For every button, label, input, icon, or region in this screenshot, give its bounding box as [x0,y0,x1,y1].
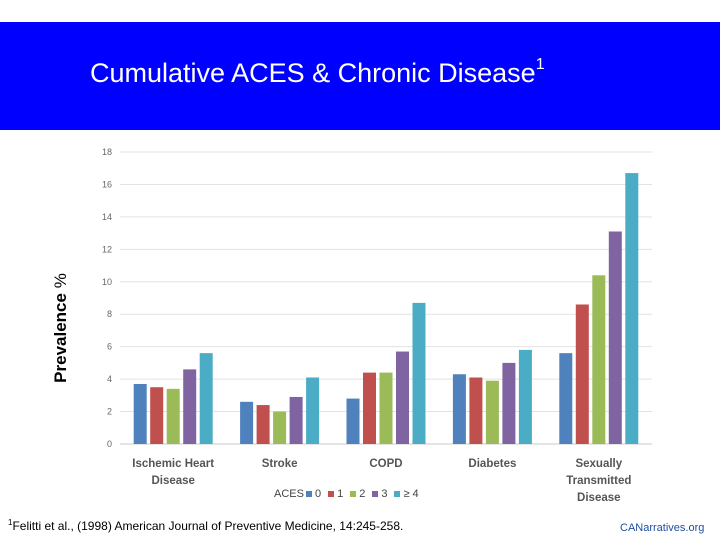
page-title-text: Cumulative ACES & Chronic Disease [90,58,536,88]
bar [452,374,466,444]
x-category-label: Ischemic Heart [132,458,214,470]
legend-items: 0 1 2 3 ≥ 4 [305,488,426,500]
legend-label: 1 [337,488,344,500]
bar [469,377,483,444]
y-tick-label: 18 [102,147,112,157]
y-tick-label: 4 [107,374,112,384]
bar [346,398,360,444]
legend-swatch [372,491,379,497]
legend-swatch [394,491,401,497]
bar [240,401,254,444]
title-footnote-marker: 1 [535,56,545,73]
legend-swatch [328,491,335,497]
x-category-label: Transmitted [566,475,631,487]
legend-swatch [350,491,357,497]
y-tick-label: 2 [107,407,112,417]
y-tick-label: 8 [107,309,112,319]
bar [592,275,606,444]
bar [575,304,589,444]
x-category-label: Disease [151,475,194,487]
bar [379,372,393,444]
y-tick-label: 12 [102,244,112,254]
bar [412,302,426,444]
bar [518,349,532,444]
bar [559,353,573,444]
bar [363,372,376,444]
bar [306,377,320,444]
bar [502,362,516,444]
bar [199,353,213,444]
bar [256,405,270,444]
y-tick-label: 14 [102,212,112,222]
legend-title: ACES [274,488,304,500]
citation-text: Felitti et al., (1998) American Journal … [12,519,404,533]
legend-item: ≥ 4 [394,488,419,500]
legend-swatch [305,491,312,497]
brand-link[interactable]: CANarratives.org [620,522,705,534]
x-category-label: Sexually [575,458,622,470]
x-category-label: Diabetes [468,458,516,470]
x-category-label: COPD [369,458,402,470]
bar [608,231,622,444]
bar [150,387,164,444]
legend-label: ≥ 4 [403,488,419,500]
citation-footnote-marker: 1 [8,518,13,527]
legend-label: 3 [381,488,388,500]
y-tick-label: 16 [102,179,112,189]
bar [273,411,287,444]
citation: 1Felitti et al., (1998) American Journal… [8,518,403,533]
legend-item: 0 [305,488,322,500]
bar [625,173,639,445]
bar [485,380,499,444]
y-tick-label: 6 [107,342,112,352]
bar [166,388,180,444]
bar [289,396,303,444]
legend-label: 0 [314,488,322,500]
y-tick-label: 0 [107,439,112,449]
legend-item: 1 [328,488,343,500]
legend-item: 2 [350,488,365,500]
legend-label: 2 [359,488,366,500]
title-banner [0,22,720,130]
bar [396,351,409,444]
page-title: Cumulative ACES & Chronic Disease1 [90,56,545,89]
x-category-label: Stroke [262,458,298,470]
bar [183,369,197,444]
chart-legend: ACES 0 1 2 3 ≥ 4 [274,488,426,500]
x-category-label: Disease [577,492,620,504]
legend-item: 3 [372,488,387,500]
bar [133,383,147,444]
y-tick-label: 10 [102,277,112,287]
